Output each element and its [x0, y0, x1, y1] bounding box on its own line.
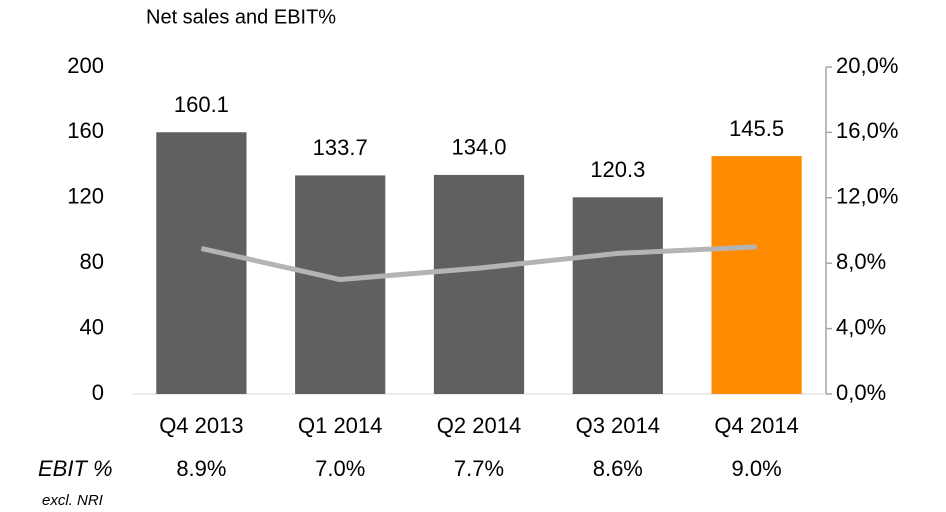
row-sublabel: excl. NRI [42, 492, 103, 509]
value-label: 145.5 [729, 116, 784, 141]
bar [711, 156, 802, 394]
y-tick-label: 120 [67, 184, 104, 209]
x-tick-label: Q4 2013 [159, 413, 243, 438]
y2-tick-label: 0,0% [836, 380, 886, 405]
bar [156, 132, 247, 394]
value-label: 120.3 [590, 157, 645, 182]
row-value: 7.0% [315, 456, 365, 481]
row-value: 8.9% [176, 456, 226, 481]
bar [295, 175, 386, 394]
x-tick-label: Q1 2014 [298, 413, 382, 438]
y2-tick-label: 16,0% [836, 118, 898, 143]
y-tick-label: 40 [80, 314, 104, 339]
y-tick-label: 200 [67, 53, 104, 78]
bar [433, 174, 525, 394]
y-tick-label: 0 [92, 380, 104, 405]
x-tick-label: Q4 2014 [714, 413, 798, 438]
row-label: EBIT % [38, 456, 113, 481]
y2-tick-label: 8,0% [836, 249, 886, 274]
x-tick-label: Q2 2014 [437, 413, 521, 438]
chart-title: Net sales and EBIT% [146, 6, 336, 28]
y2-tick-label: 20,0% [836, 53, 898, 78]
row-value: 8.6% [593, 456, 643, 481]
row-value: 9.0% [732, 456, 782, 481]
value-label: 134.0 [451, 135, 506, 160]
y-tick-label: 160 [67, 118, 104, 143]
y2-tick-label: 12,0% [836, 184, 898, 209]
value-label: 133.7 [313, 135, 368, 160]
y-tick-label: 80 [80, 249, 104, 274]
x-tick-label: Q3 2014 [576, 413, 660, 438]
bar [572, 197, 663, 394]
y2-tick-label: 4,0% [836, 314, 886, 339]
ebit-line [200, 244, 757, 283]
row-value: 7.7% [454, 456, 504, 481]
value-label: 160.1 [174, 92, 229, 117]
